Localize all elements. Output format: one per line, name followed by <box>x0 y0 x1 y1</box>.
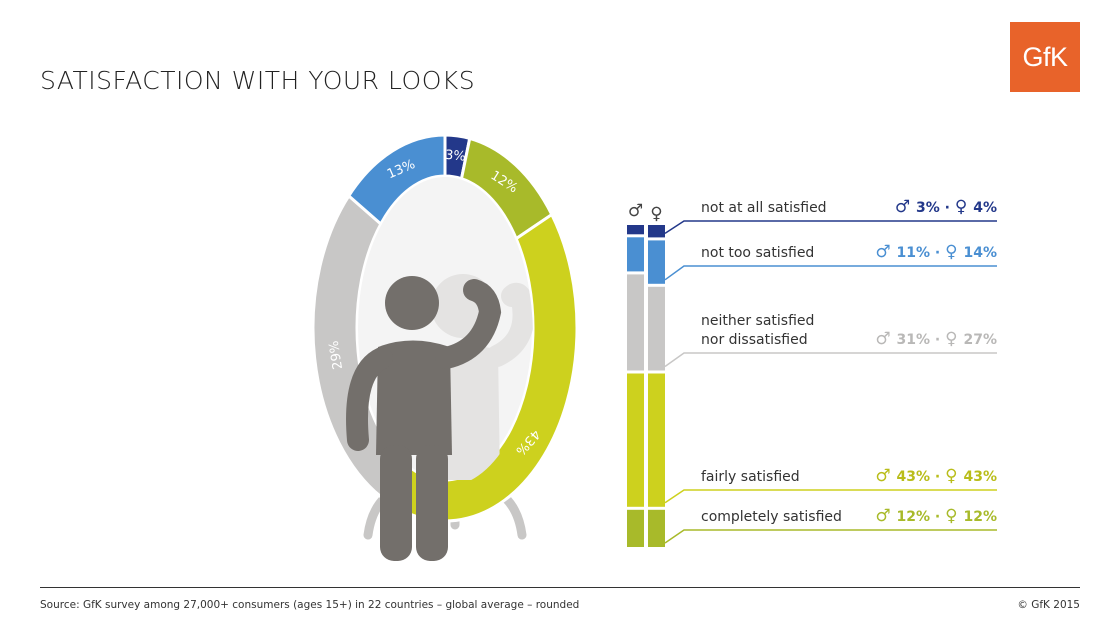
logo-text: GfK <box>1022 41 1068 72</box>
legend-values: ♂ 11% · ♀ 14% <box>875 242 997 262</box>
legend-leader-line <box>664 489 997 504</box>
legend-values: ♂ 31% · ♀ 27% <box>875 329 997 349</box>
person-head <box>385 276 439 330</box>
value-decoration: · <box>930 469 945 485</box>
female-value: 14% <box>963 245 997 261</box>
legend-label: not too satisfied <box>701 245 814 261</box>
legend-leader-line <box>664 265 997 281</box>
female-bar-segment <box>648 286 665 371</box>
male-bar-segment <box>627 237 644 272</box>
ring-slice-label: 29% <box>327 340 346 371</box>
value-decoration: · <box>930 332 945 348</box>
value-decoration: ♀ <box>955 197 973 217</box>
value-decoration: · <box>940 200 955 216</box>
person-leg-right <box>416 445 448 561</box>
male-value: 31% <box>897 332 931 348</box>
legend-label: nor dissatisfied <box>701 332 808 348</box>
ring-slice-label: 3% <box>444 148 466 165</box>
female-value: 4% <box>973 200 997 216</box>
legend-label: neither satisfied <box>701 313 814 329</box>
male-bar-segment <box>627 509 644 547</box>
legend: not at all satisfied ♂ 3% · ♀ 4% not too s… <box>664 197 997 544</box>
female-symbol: ♀ <box>650 204 662 224</box>
person-arm-left <box>346 347 393 451</box>
value-decoration: ♂ <box>875 242 896 262</box>
value-decoration: ♂ <box>875 506 896 526</box>
female-value: 27% <box>963 332 997 348</box>
value-decoration: ♀ <box>945 506 963 526</box>
male-value: 11% <box>897 245 931 261</box>
gender-bars: ♂ ♀ <box>627 201 665 547</box>
bottom-divider <box>40 587 1080 588</box>
female-bar-segment <box>648 373 665 507</box>
person-arm-right <box>435 279 502 369</box>
legend-leader-line <box>664 220 997 235</box>
male-value: 3% <box>916 200 940 216</box>
male-bar-segment <box>627 274 644 371</box>
value-decoration: · <box>930 509 945 525</box>
value-decoration: ♀ <box>945 329 963 349</box>
male-symbol: ♂ <box>628 201 643 221</box>
value-decoration: · <box>930 245 945 261</box>
male-bar-segment <box>627 225 644 235</box>
copyright: © GfK 2015 <box>1017 599 1080 611</box>
person-torso <box>376 340 452 455</box>
value-decoration: ♂ <box>875 329 896 349</box>
legend-values: ♂ 43% · ♀ 43% <box>875 466 997 486</box>
legend-values: ♂ 3% · ♀ 4% <box>895 197 997 217</box>
value-decoration: ♂ <box>895 197 916 217</box>
legend-label: not at all satisfied <box>701 200 827 216</box>
male-bar-segment <box>627 373 644 507</box>
female-bar-segment <box>648 225 665 238</box>
value-decoration: ♀ <box>945 466 963 486</box>
value-decoration: ♂ <box>875 466 896 486</box>
female-value: 43% <box>963 469 997 485</box>
reflection-arm <box>486 282 533 367</box>
female-value: 12% <box>963 509 997 525</box>
value-decoration: ♀ <box>945 242 963 262</box>
male-value: 12% <box>897 509 931 525</box>
legend-values: ♂ 12% · ♀ 12% <box>875 506 997 526</box>
page-title: SATISFACTION WITH YOUR LOOKS <box>40 66 476 95</box>
gfk-logo: GfK <box>1010 22 1080 92</box>
legend-label: fairly satisfied <box>701 469 800 485</box>
ring-slice <box>346 133 447 227</box>
legend-label: completely satisfied <box>701 509 842 525</box>
male-value: 43% <box>897 469 931 485</box>
legend-leader-line <box>664 529 997 544</box>
female-bar-segment <box>648 509 665 547</box>
source-note: Source: GfK survey among 27,000+ consume… <box>40 599 580 611</box>
legend-leader-line <box>664 352 997 368</box>
female-bar-segment <box>648 240 665 284</box>
person-leg-left <box>380 445 412 561</box>
satisfaction-ring: 3%12%43%29%13% <box>311 133 579 523</box>
person-icon <box>346 276 502 561</box>
